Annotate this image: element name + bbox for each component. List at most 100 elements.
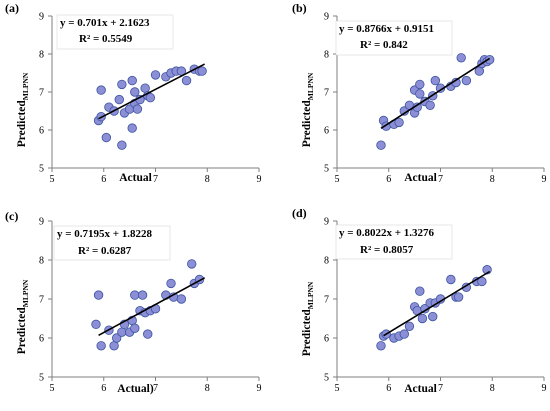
x-tick-label: 7 [438,174,443,185]
y-axis-title-main: Predicted [16,307,28,355]
regression-equation: y = 0.8022x + 1.3276 [339,227,435,239]
r-squared-label: R² = 0.5549 [79,33,133,45]
x-tick-label: 9 [542,383,547,394]
equation-box [53,225,171,261]
y-tick-label: 6 [39,334,44,345]
data-point [143,329,153,339]
y-axis-title-subscript: MLPNN [21,279,30,307]
data-point [181,75,192,86]
y-tick-label: 5 [39,164,44,175]
data-point [425,100,435,111]
x-axis-title: Actual [404,383,437,395]
y-axis-title-subscript: MLPNN [21,72,30,100]
trendline [98,277,206,337]
panel-label: (b) [292,1,307,15]
trendline [380,57,491,130]
data-point [96,341,106,351]
panel-label: (a) [5,1,19,15]
data-point [453,292,464,302]
data-point [415,89,425,99]
x-tick-label: 8 [490,383,495,394]
r-squared-label: R² = 0.6287 [78,245,132,257]
y-tick-label: 8 [324,50,329,61]
x-tick-label: 9 [257,383,262,394]
data-point [132,104,143,114]
x-tick-label: 5 [50,174,55,185]
x-tick-label: 7 [153,383,158,394]
data-point [130,323,140,333]
regression-equation: y = 0.701x + 2.1623 [60,17,150,29]
data-point [109,341,119,351]
data-point [415,79,425,90]
data-point [111,333,122,343]
data-point [484,55,495,65]
x-tick-label: 8 [205,383,210,394]
regression-equation: y = 0.7195x + 1.8228 [57,228,153,240]
y-tick-label: 5 [324,164,329,175]
y-axis-title: PredictedMLPNN [301,281,315,356]
y-tick-label: 5 [324,373,329,384]
data-point [101,132,112,143]
data-point [176,294,187,304]
data-point [376,341,386,351]
equation-box [335,20,453,56]
y-tick-label: 6 [324,334,329,345]
y-axis-title-main: Predicted [301,309,313,357]
data-point [430,75,441,86]
y-axis-title: PredictedMLPNN [16,72,30,147]
y-axis-title: PredictedMLPNN [16,279,30,354]
y-axis-title-subscript: MLPNN [306,72,315,100]
data-point [166,278,176,289]
regression-equation: y = 0.8766x + 0.9151 [339,23,434,35]
x-tick-label: 6 [101,383,106,394]
scatter-panel: 5 6 7 8 9 5 6 7 8 9 Actual PredictedMLPNN (a) y = 0.7… [5,1,262,185]
x-tick-label: 6 [386,174,391,185]
trendline [98,63,206,120]
data-point [477,276,487,287]
x-tick-label: 5 [335,174,340,185]
y-tick-label: 9 [39,217,44,228]
equation-box [335,224,453,260]
y-tick-label: 6 [324,126,329,137]
r-squared-label: R² = 0.842 [360,39,408,51]
data-point [187,259,197,269]
y-tick-label: 7 [39,88,44,99]
data-point [417,313,428,324]
x-tick-label: 9 [257,174,262,185]
y-axis-title-subscript: MLPNN [306,281,315,309]
data-point [145,92,156,103]
x-tick-label: 8 [205,174,210,185]
x-tick-label: 8 [490,174,495,185]
data-point [130,87,140,97]
r-squared-label: R² = 0.8057 [360,244,414,256]
data-point [456,53,466,63]
y-tick-label: 8 [39,50,44,61]
equation-box [56,14,174,50]
y-tick-label: 9 [324,217,329,228]
data-point [150,70,161,80]
y-tick-label: 6 [39,126,44,137]
x-tick-label: 5 [50,383,55,394]
scatter-panel: 5 6 7 8 9 5 6 7 8 9 Actual PredictedMLPNN (d) y = 0.8… [292,206,547,395]
panel-label: (c) [5,209,18,223]
y-tick-label: 8 [324,256,329,267]
data-point [130,290,140,300]
data-point [117,140,127,150]
data-point [91,319,101,330]
x-tick-label: 7 [153,174,158,185]
data-point [428,311,438,322]
y-tick-label: 8 [39,256,44,267]
x-tick-label: 6 [101,174,106,185]
x-tick-label: 5 [335,383,340,394]
scatter-panel: 5 6 7 8 9 5 6 7 8 9 Actual) PredictedMLPNN (c) y = 0.… [5,209,262,395]
data-point [394,117,404,128]
data-point [93,290,104,300]
data-point [114,94,124,105]
scatter-panel: 5 6 7 8 9 5 6 7 8 9 Actual PredictedMLPNN (b) y = 0.8… [292,1,547,185]
data-point [137,290,148,300]
y-tick-label: 7 [324,295,329,306]
data-point [96,85,106,95]
y-axis-title: PredictedMLPNN [301,72,315,147]
y-tick-label: 9 [324,12,329,23]
